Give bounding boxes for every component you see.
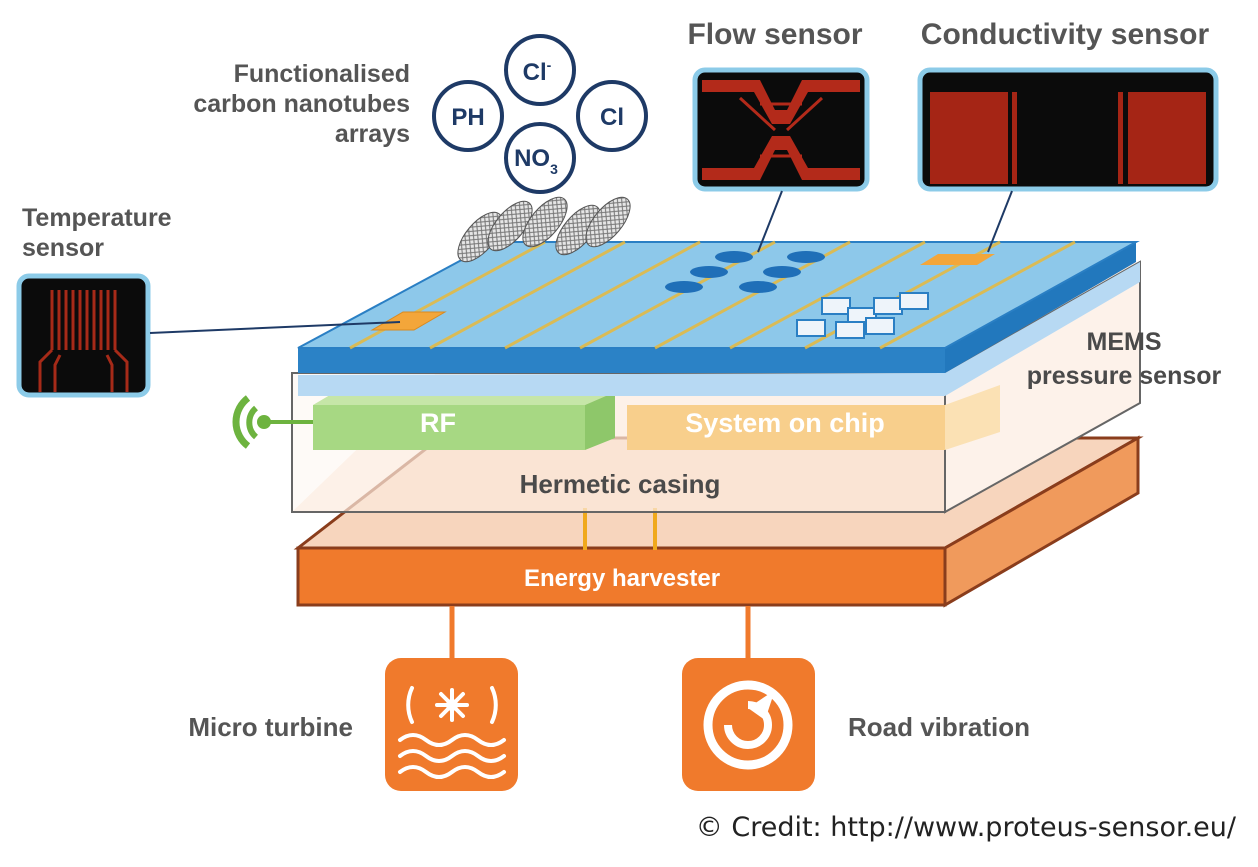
mems-label-2: pressure sensor [1027,362,1222,390]
micro-turbine-icon [385,658,518,791]
ion-circles [432,34,648,194]
ion-circle-ph [432,80,504,152]
ion-label-cl: Cl [600,104,624,131]
ion-label-no3: NO3 [514,145,558,177]
temperature-pad [370,311,447,331]
ion-label-ph: PH [451,104,484,131]
credit-text: © Credit: http://www.proteus-sensor.eu/ [695,812,1236,843]
wireless-signal-icon [232,395,313,449]
rf-module: RF [313,392,615,450]
sensor-board [297,196,1140,396]
hermetic-casing-label: Hermetic casing [520,469,721,499]
road-vibration-label: Road vibration [848,712,1030,742]
mems-label-1: MEMS [1087,328,1162,356]
carbon-nanotube-arrays [457,196,631,263]
system-on-chip-label: System on chip [685,408,885,438]
conductivity-leader-line [987,190,1013,253]
flow-sensor-inset [692,67,870,253]
micro-turbine-label: Micro turbine [188,712,353,742]
flow-leader-line [757,190,783,253]
temperature-sensor-label-1: Temperature [22,204,172,232]
conductivity-sensor-label: Conductivity sensor [921,18,1210,51]
energy-harvester-label: Energy harvester [524,565,720,592]
rf-label: RF [420,408,456,438]
ion-label-cl-minus: Cl- [523,57,552,86]
ion-circle-cl [576,80,648,152]
conductivity-pad [920,254,995,265]
temperature-leader-line [149,321,401,334]
temperature-sensor-label-2: sensor [22,234,104,262]
flow-sensor-dots [665,251,825,293]
temperature-sensor-inset [16,273,401,398]
ion-circle-cl-minus [504,34,576,106]
road-vibration-icon [682,658,815,791]
nanotubes-label-2: carbon nanotubes [193,90,410,118]
nanotubes-label-1: Functionalised [234,60,410,88]
flow-sensor-label: Flow sensor [687,18,862,51]
conductivity-sensor-inset [917,67,1219,253]
ion-circle-no3 [504,122,576,194]
mems-cubes [796,292,929,339]
system-on-chip: System on chip [627,385,1000,450]
nanotubes-label-3: arrays [335,120,410,148]
